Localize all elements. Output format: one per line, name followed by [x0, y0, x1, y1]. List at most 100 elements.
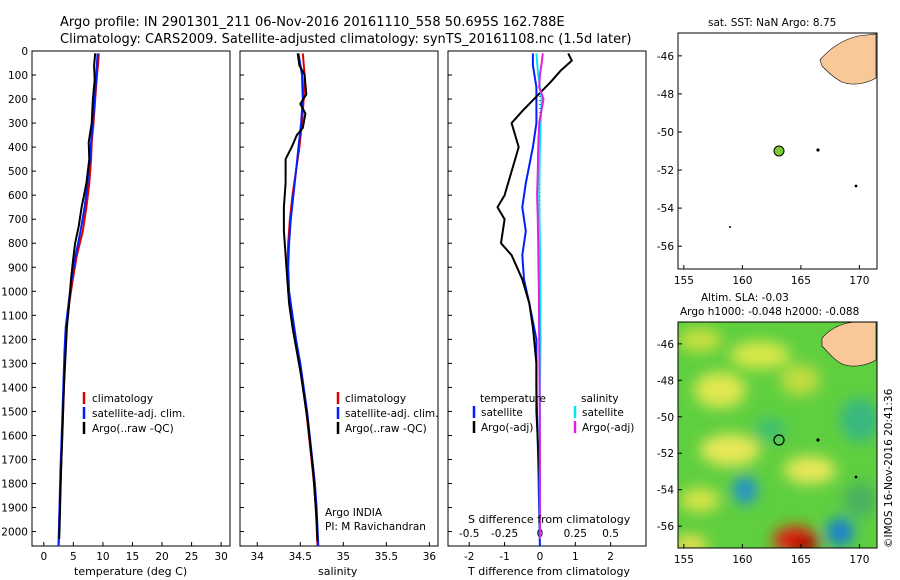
series-group — [282, 53, 320, 546]
salinity-xlabel: salinity — [318, 565, 358, 578]
y-tick-label: 1300 — [1, 358, 28, 370]
difference-xlabel-top: S difference from climatology — [468, 513, 631, 526]
map-y-tick-label: -48 — [657, 89, 674, 101]
x-tick-label: 25 — [185, 551, 198, 563]
salinity-legend: climatology satellite-adj. clim. Argo(..… — [325, 392, 438, 533]
x-tick-label-top: -0.25 — [491, 528, 518, 540]
y-tick-label: 700 — [8, 214, 28, 226]
y-tick-label: 2000 — [1, 527, 28, 539]
y-tick-label: 1700 — [1, 454, 28, 466]
island-dot — [854, 475, 858, 479]
sst-map-frame — [677, 32, 878, 270]
series-line-black — [282, 53, 319, 542]
sst-map: 155 160 165 170 -46 -48 -50 -52 -54 -56 — [657, 32, 878, 287]
y-tick-label: 400 — [8, 142, 28, 154]
x-tick-label: 30 — [214, 551, 227, 563]
y-tick-label: 1500 — [1, 406, 28, 418]
legend-heading-salinity: salinity — [581, 393, 619, 405]
map-x-tick-label: 155 — [674, 554, 694, 566]
series-group — [57, 53, 100, 546]
y-tick-label: 1600 — [1, 430, 28, 442]
profile-location-marker — [773, 434, 785, 446]
map-y-tick-label: -46 — [657, 339, 674, 351]
sla-map: 155 160 165 170 -46 -48 -50 -52 -54 -56 — [657, 321, 878, 566]
map-x-tick-label: 165 — [791, 275, 811, 287]
map-y-tick-label: -48 — [657, 375, 674, 387]
x-tick-label: 35.5 — [375, 551, 398, 563]
map-x-tick-label: 165 — [791, 554, 811, 566]
legend-item: climatology — [92, 393, 153, 405]
y-tick-label: 1200 — [1, 334, 28, 346]
temperature-legend: climatology satellite-adj. clim. Argo(..… — [82, 392, 185, 435]
legend-item: satellite — [481, 407, 523, 419]
map-y-tick-label: -52 — [657, 448, 674, 460]
sla-map-frame — [677, 321, 878, 549]
y-tick-label: 0 — [21, 46, 28, 58]
x-tick-label: 0 — [537, 551, 544, 563]
y-tick-label: 1400 — [1, 382, 28, 394]
x-tick-label-top: -0.5 — [459, 528, 480, 540]
x-tick-label: 34 — [251, 551, 265, 563]
x-tick-label: 0 — [40, 551, 47, 563]
legend-item: satellite-adj. clim. — [345, 408, 438, 420]
series-line-black — [58, 53, 97, 539]
y-tick-label: 900 — [8, 262, 28, 274]
land-new-zealand — [821, 321, 877, 367]
y-tick-label: 500 — [8, 166, 28, 178]
island-dot — [816, 438, 820, 442]
map-y-tick-label: -46 — [657, 51, 674, 63]
map-y-tick-label: -52 — [657, 165, 674, 177]
map-y-tick-label: -56 — [657, 241, 674, 253]
island-dot — [816, 148, 820, 152]
x-tick-label: 36 — [423, 551, 437, 563]
y-tick-label: 800 — [8, 238, 28, 250]
map-x-tick-label: 160 — [732, 275, 752, 287]
float-annotation-2: PI: M Ravichandran — [325, 521, 426, 533]
x-tick-label: 15 — [126, 551, 139, 563]
island-dot — [729, 226, 731, 228]
sst-map-axes: 155 160 165 170 -46 -48 -50 -52 -54 -56 — [657, 51, 870, 287]
series-group — [496, 52, 573, 546]
difference-xlabel-bottom: T difference from climatology — [467, 565, 630, 578]
x-tick-label: 34.5 — [289, 551, 312, 563]
x-tick-label: 5 — [70, 551, 77, 563]
island-dot — [854, 184, 858, 188]
legend-item: satellite — [582, 407, 624, 419]
y-tick-label: 1000 — [1, 286, 28, 298]
sla-map-title-2: Argo h1000: -0.048 h2000: -0.088 — [680, 306, 859, 318]
x-tick-label: 10 — [96, 551, 109, 563]
x-tick-label: -2 — [464, 551, 474, 563]
map-x-tick-label: 155 — [674, 275, 694, 287]
map-x-tick-label: 170 — [849, 554, 869, 566]
watermark: ©IMOS 16-Nov-2016 20:41:36 — [883, 388, 895, 548]
sst-map-title: sat. SST: NaN Argo: 8.75 — [708, 17, 836, 29]
legend-item: Argo(..raw -QC) — [92, 423, 174, 435]
title-line-1: Argo profile: IN 2901301_211 06-Nov-2016… — [60, 15, 565, 30]
y-tick-label: 600 — [8, 190, 28, 202]
temperature-panel-frame — [31, 50, 231, 547]
x-tick-label: 35 — [337, 551, 350, 563]
legend-item: Argo(-adj) — [582, 422, 634, 434]
legend-item: climatology — [345, 393, 406, 405]
salinity-panel: 34 34.5 35 35.5 36 — [240, 50, 437, 563]
x-tick-label: 2 — [607, 551, 614, 563]
map-y-tick-label: -54 — [657, 203, 674, 215]
legend-item: satellite-adj. clim. — [92, 408, 185, 420]
y-tick-label: 1900 — [1, 503, 28, 515]
difference-legend: temperature satellite Argo(-adj) salinit… — [472, 393, 634, 434]
legend-item: Argo(..raw -QC) — [345, 423, 427, 435]
map-y-tick-label: -50 — [657, 127, 674, 139]
series-line-black — [496, 52, 573, 532]
series-line-blue — [521, 53, 541, 546]
y-tick-label: 1800 — [1, 479, 28, 491]
salinity-panel-frame — [239, 50, 439, 547]
difference-panel-frame — [447, 50, 647, 547]
series-line-magenta — [536, 53, 545, 539]
sla-map-axes: 155 160 165 170 -46 -48 -50 -52 -54 -56 — [657, 339, 870, 566]
map-x-tick-label: 170 — [849, 275, 869, 287]
legend-heading-temperature: temperature — [480, 393, 546, 405]
x-tick-label: 1 — [572, 551, 579, 563]
map-y-tick-label: -54 — [657, 485, 674, 497]
difference-panel: -2 -1 0 1 2-0.5 -0.25 0 0.25 0.5 — [448, 50, 619, 563]
